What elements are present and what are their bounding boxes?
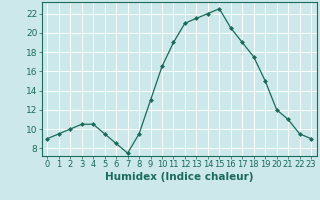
X-axis label: Humidex (Indice chaleur): Humidex (Indice chaleur): [105, 172, 253, 182]
